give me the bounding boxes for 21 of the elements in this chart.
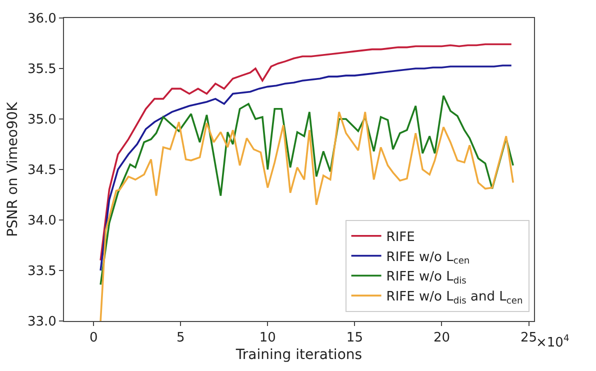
legend-label: RIFE xyxy=(386,230,415,245)
x-tick-label: 15 xyxy=(346,330,363,346)
legend-label: RIFE w/o L$_{cen}$ xyxy=(386,250,470,267)
x-tick-label: 5 xyxy=(176,330,185,346)
y-tick-label: 34.5 xyxy=(27,163,56,178)
y-tick-label: 33.5 xyxy=(27,264,56,280)
x-tick-label: 25 xyxy=(520,330,538,346)
x-tick-label: 0 xyxy=(89,330,98,346)
x-tick-label: 10 xyxy=(259,330,276,346)
y-tick-label: 33.0 xyxy=(27,314,56,330)
y-tick-label: 36.0 xyxy=(27,12,56,27)
legend-label: RIFE w/o L$_{dis}$ and L$_{cen}$ xyxy=(386,290,523,306)
x-tick-label: 20 xyxy=(433,330,450,346)
y-tick-label: 35.5 xyxy=(27,62,56,78)
y-axis-title: PSNR on Vimeo90K xyxy=(5,101,22,237)
line-series xyxy=(100,94,514,286)
legend-label: RIFE w/o L$_{dis}$ xyxy=(386,270,467,286)
y-tick-label: 35.0 xyxy=(27,112,56,128)
x-axis-title: Training iterations xyxy=(234,346,362,363)
y-tick-label: 34.0 xyxy=(27,214,56,229)
text: ×10$^{4}$ xyxy=(536,334,570,350)
